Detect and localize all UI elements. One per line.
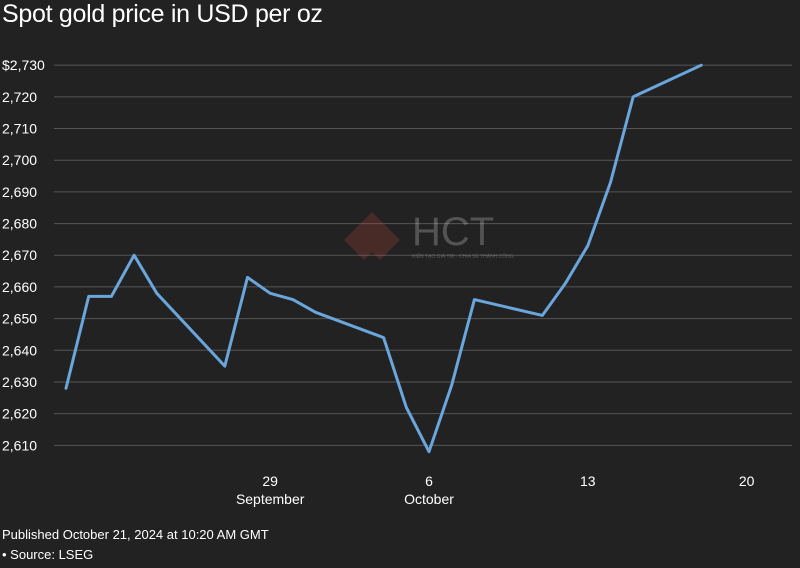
y-tick-label: 2,700 [2,152,37,168]
y-tick-label: 2,720 [2,89,37,105]
x-axis-labels: 29 September 6 October 13 20 [236,473,755,507]
watermark-text: HCT [412,210,494,254]
x-tick-label: 6 [425,473,433,489]
y-tick-label: 2,670 [2,247,37,263]
y-tick-label: 2,680 [2,216,37,232]
y-tick-label: 2,710 [2,121,37,137]
y-tick-label: 2,620 [2,406,37,422]
x-month-label: September [236,491,305,507]
y-tick-label: $2,730 [2,57,45,73]
gridlines [54,64,792,446]
chart-title: Spot gold price in USD per oz [2,0,323,28]
x-tick-label: 20 [739,473,755,489]
y-tick-label: 2,690 [2,184,37,200]
chart-area: 2,610 2,620 2,630 2,640 2,650 2,660 2,670 2,680… [2,57,792,507]
watermark-logo-icon [344,212,400,260]
x-tick-label: 13 [580,473,596,489]
y-tick-label: 2,610 [2,437,37,453]
series-line [64,63,703,454]
y-tick-label: 2,660 [2,279,37,295]
watermark-tagline: KIẾN TẠO GIÁ TRỊ - CHIA SẺ THÀNH CÔNG [412,253,514,260]
y-tick-label: 2,640 [2,342,37,358]
published-note: Published October 21, 2024 at 10:20 AM G… [2,527,269,542]
series-layer [64,63,703,454]
x-month-label: October [404,491,454,507]
y-tick-label: 2,650 [2,311,37,327]
watermark: HCT KIẾN TẠO GIÁ TRỊ - CHIA SẺ THÀNH CÔN… [344,210,514,260]
x-tick-label: 29 [262,473,278,489]
y-tick-label: 2,630 [2,374,37,390]
source-note: • Source: LSEG [2,547,94,562]
y-axis-labels: 2,610 2,620 2,630 2,640 2,650 2,660 2,670 2,680… [2,57,45,453]
